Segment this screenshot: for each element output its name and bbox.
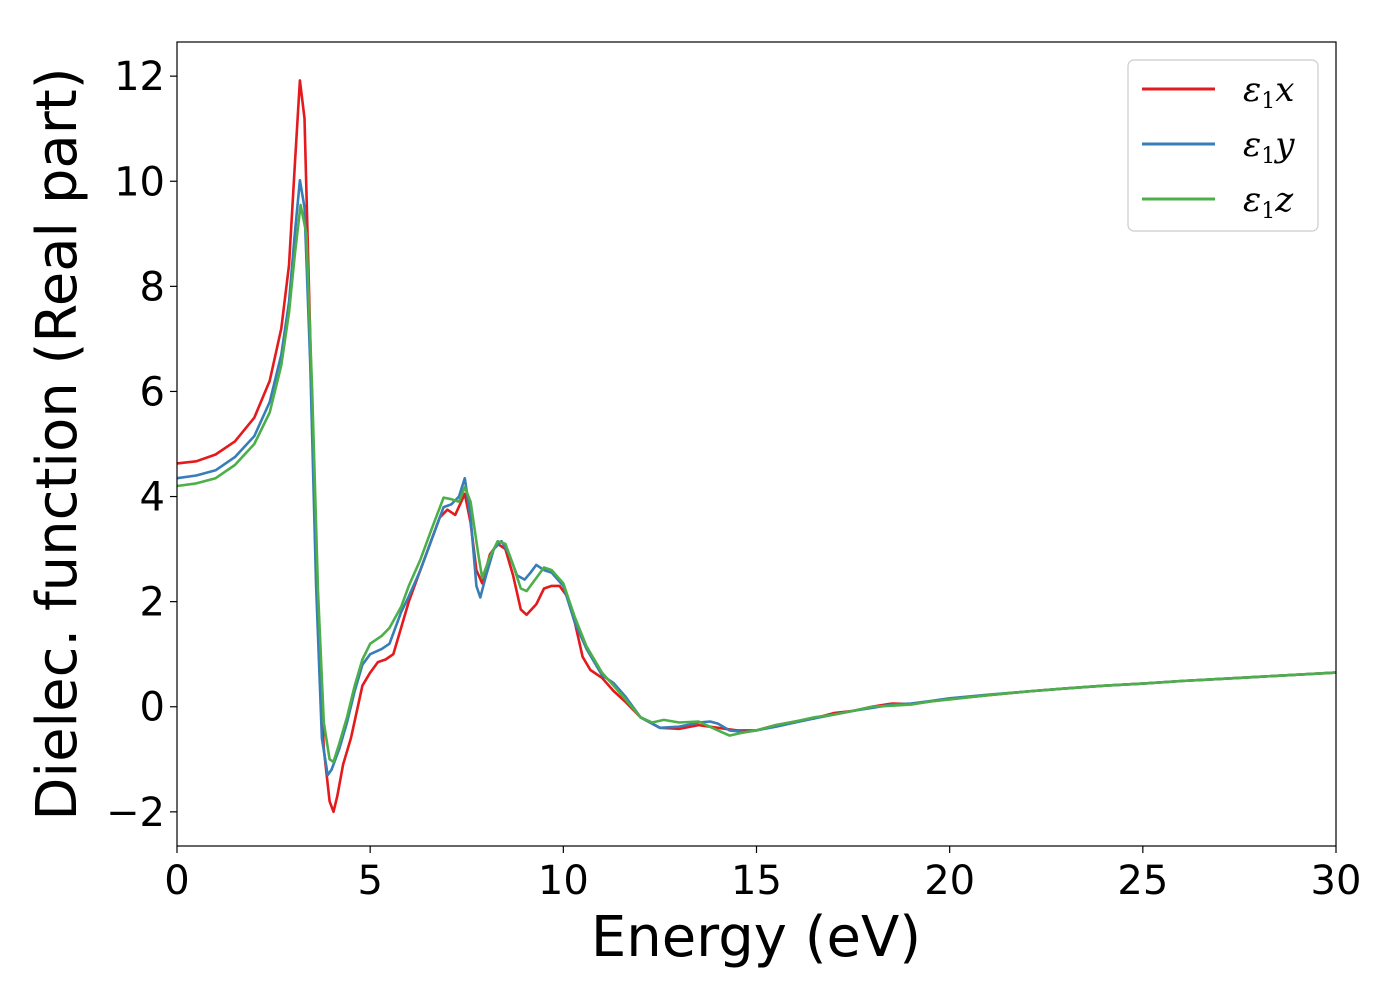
legend-label: ε1z bbox=[1243, 180, 1294, 224]
legend-item-y: ε1y bbox=[1142, 125, 1295, 169]
x-axis-ticks: 0 5 10 15 20 25 30 bbox=[164, 846, 1361, 904]
legend: ε1x ε1y ε1z bbox=[1127, 59, 1319, 232]
legend-item-x: ε1x bbox=[1142, 70, 1294, 114]
legend-label: ε1x bbox=[1243, 70, 1294, 114]
series-layer bbox=[177, 79, 1336, 814]
series-line-z bbox=[177, 203, 1336, 764]
y-tick-label: 2 bbox=[140, 580, 165, 626]
x-tick-label: 5 bbox=[357, 858, 382, 904]
x-tick-label: 30 bbox=[1311, 858, 1362, 904]
y-tick-label: −2 bbox=[106, 790, 165, 836]
x-tick-label: 20 bbox=[924, 858, 975, 904]
x-tick-label: 25 bbox=[1117, 858, 1168, 904]
x-tick-label: 0 bbox=[164, 858, 189, 904]
y-tick-label: 10 bbox=[114, 159, 165, 205]
x-tick-label: 10 bbox=[538, 858, 589, 904]
legend-label: ε1y bbox=[1243, 125, 1295, 169]
y-tick-label: 0 bbox=[140, 685, 165, 731]
legend-item-z: ε1z bbox=[1142, 180, 1294, 224]
y-axis-ticks: −2 0 2 4 6 8 10 12 bbox=[106, 54, 177, 836]
y-tick-label: 4 bbox=[140, 475, 165, 521]
x-tick-label: 15 bbox=[731, 858, 782, 904]
y-axis-label: Dielec. function (Real part) bbox=[25, 67, 90, 820]
x-axis-label: Energy (eV) bbox=[591, 905, 921, 970]
y-tick-label: 8 bbox=[140, 264, 165, 310]
y-tick-label: 6 bbox=[140, 369, 165, 415]
legend-frame bbox=[1127, 59, 1319, 232]
y-tick-label: 12 bbox=[114, 54, 165, 100]
